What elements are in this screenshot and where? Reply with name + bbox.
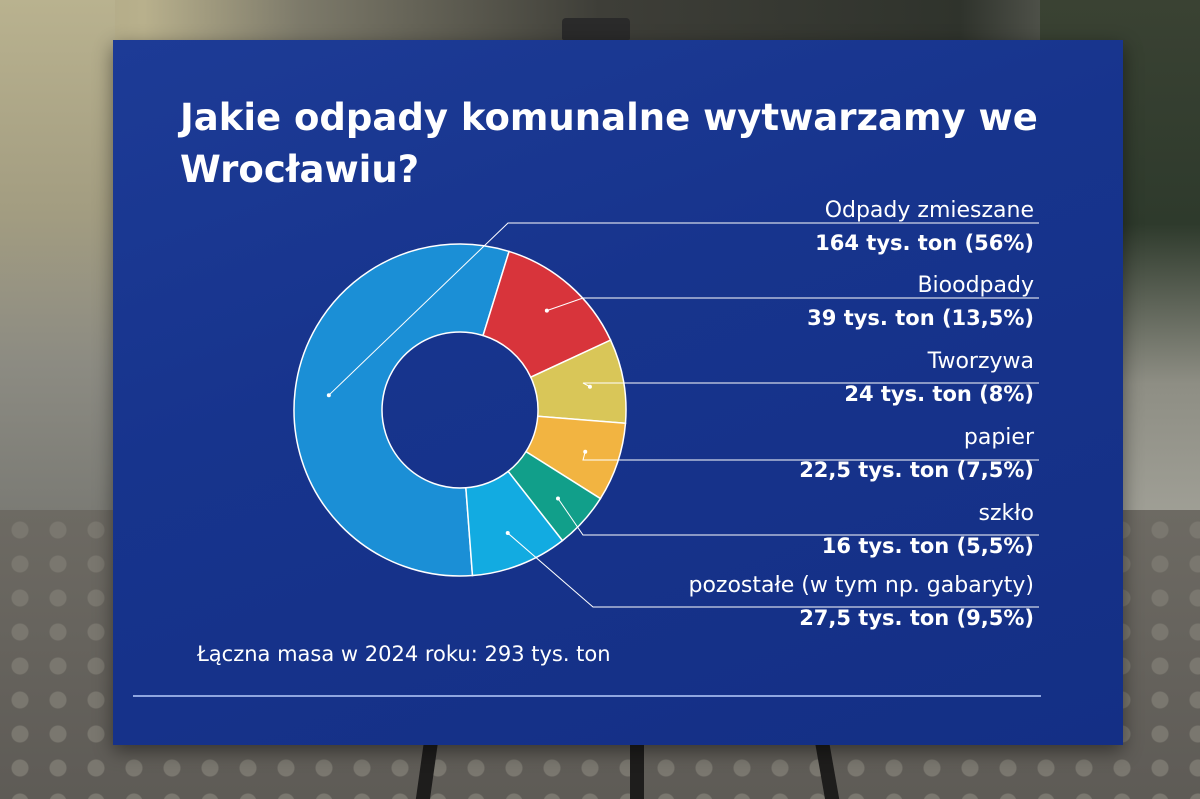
infographic-board: Jakie odpady komunalne wytwarzamy we Wro… <box>113 40 1123 745</box>
slice-value-pozostale-w-tym-np-gabaryty: 27,5 tys. ton (9,5%) <box>799 606 1034 630</box>
leader-line-papier <box>582 451 1039 461</box>
slice-name-pozostale-w-tym-np-gabaryty: pozostałe (w tym np. gabaryty) <box>688 573 1034 598</box>
chart-title: Jakie odpady komunalne wytwarzamy we Wro… <box>180 96 1038 191</box>
leader-dot-papier <box>583 449 588 454</box>
leader-dot-tworzywa <box>587 384 592 389</box>
slice-name-tworzywa: Tworzywa <box>927 349 1034 374</box>
bottom-divider <box>133 695 1041 697</box>
leader-lines <box>326 222 1039 608</box>
leader-line-pozostale-w-tym-np-gabaryty <box>507 532 1039 608</box>
total-mass-label: Łączna masa w 2024 roku: 293 tys. ton <box>197 642 611 666</box>
slice-labels: Odpady zmieszane 164 tys. ton (56%) Bioodp… <box>688 198 1034 630</box>
donut-chart: Odpady zmieszane 164 tys. ton (56%) Bioodp… <box>293 198 1039 630</box>
leader-dot-bioodpady <box>544 308 549 313</box>
slice-value-tworzywa: 24 tys. ton (8%) <box>844 382 1034 406</box>
leader-dot-pozostale-w-tym-np-gabaryty <box>505 531 510 536</box>
leader-dot-szklo <box>555 496 560 501</box>
slice-value-papier: 22,5 tys. ton (7,5%) <box>799 458 1034 482</box>
leader-line-tworzywa <box>582 382 1039 388</box>
slice-name-szklo: szkło <box>979 501 1034 526</box>
leader-line-odpady-zmieszane <box>328 222 1039 396</box>
slice-name-bioodpady: Bioodpady <box>917 273 1034 298</box>
leader-dot-odpady-zmieszane <box>326 393 331 398</box>
donut-slice-pozostale-w-tym-np-gabaryty <box>465 470 564 577</box>
slice-value-bioodpady: 39 tys. ton (13,5%) <box>807 306 1034 330</box>
easel-leg-center <box>630 735 644 799</box>
leader-line-szklo <box>557 498 1039 536</box>
donut-slice-odpady-zmieszane <box>293 243 510 577</box>
slice-value-szklo: 16 tys. ton (5,5%) <box>822 534 1034 558</box>
leader-line-bioodpady <box>546 297 1039 312</box>
donut-slices <box>293 243 627 577</box>
background-pillar <box>0 0 115 520</box>
slice-value-odpady-zmieszane: 164 tys. ton (56%) <box>815 231 1034 255</box>
slice-name-odpady-zmieszane: Odpady zmieszane <box>825 198 1034 223</box>
easel-clip <box>562 18 630 40</box>
slice-name-papier: papier <box>964 425 1035 450</box>
